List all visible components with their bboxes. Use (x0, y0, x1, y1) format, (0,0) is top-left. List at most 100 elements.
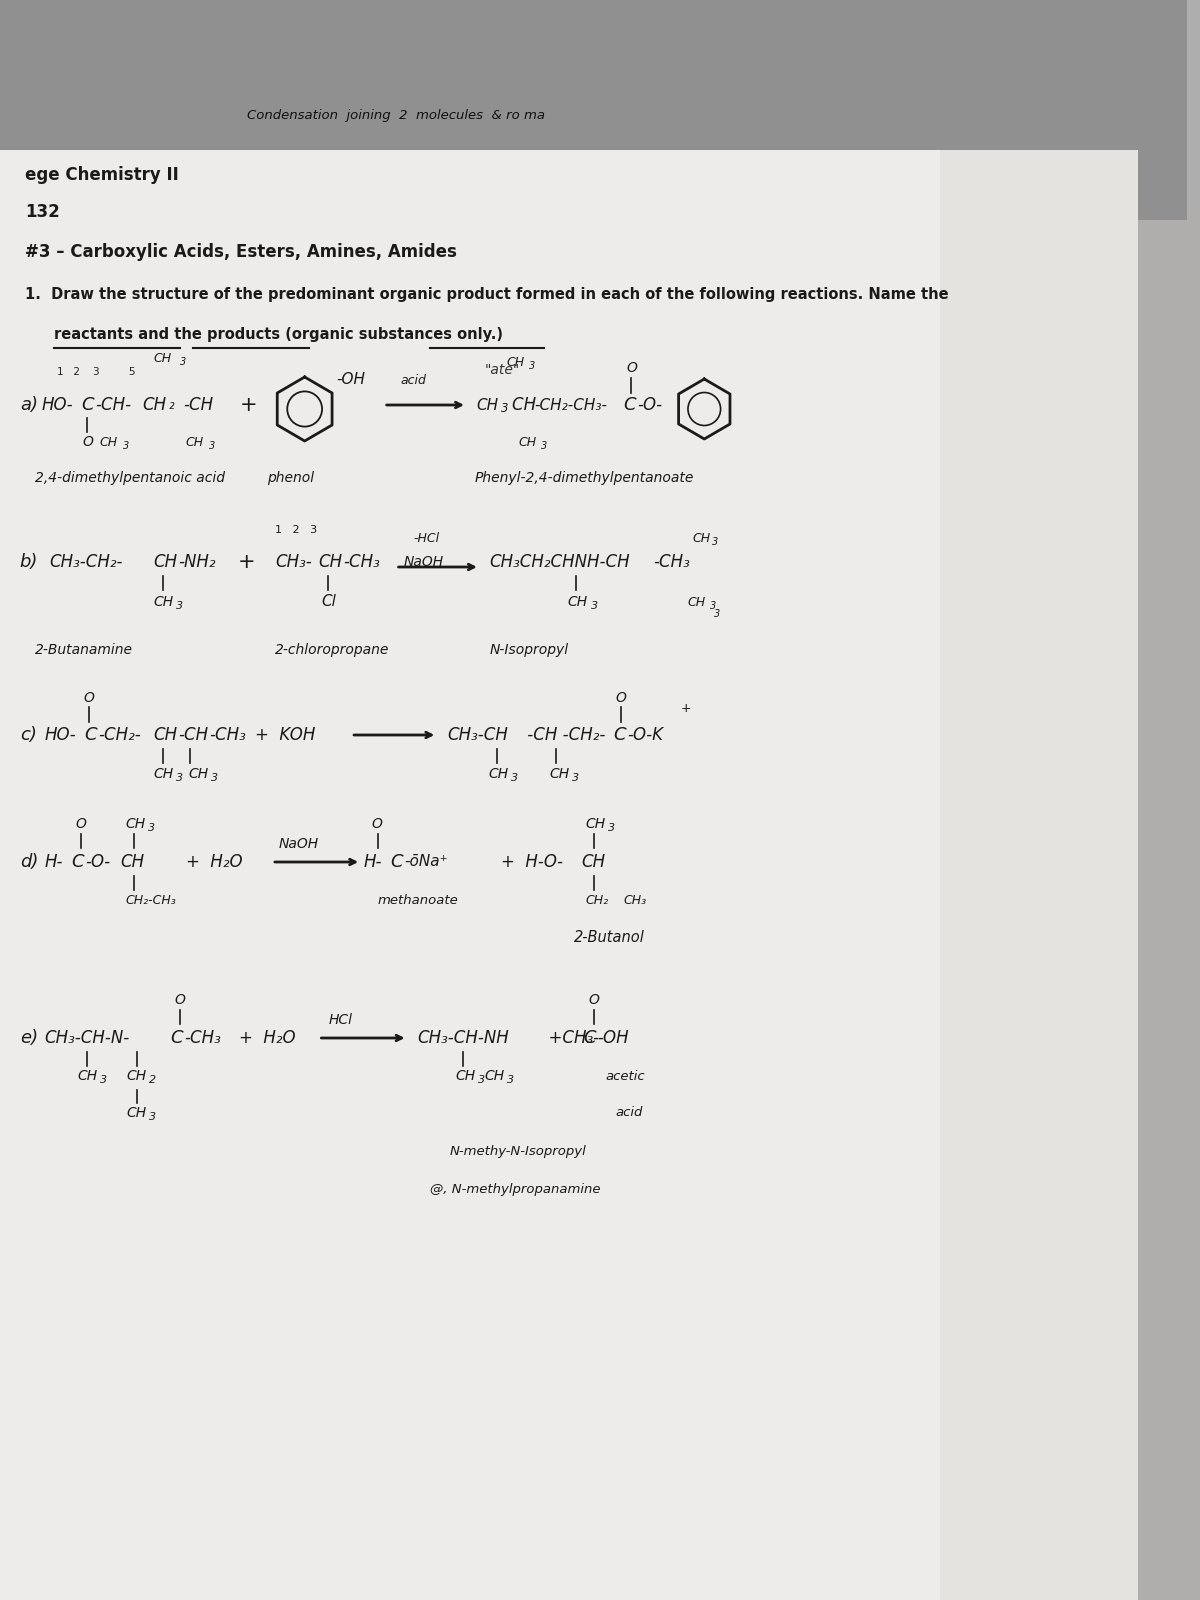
Text: -CH₃: -CH₃ (210, 726, 246, 744)
Text: 2-Butanamine: 2-Butanamine (35, 643, 133, 658)
Text: -OH: -OH (598, 1029, 629, 1046)
Text: C: C (623, 395, 636, 414)
Text: 3: 3 (209, 442, 215, 451)
Text: O: O (626, 362, 637, 374)
Text: C: C (170, 1029, 182, 1046)
Text: CH: CH (506, 355, 524, 368)
Text: 3: 3 (713, 538, 719, 547)
Text: -O-K: -O-K (628, 726, 664, 744)
Text: CH: CH (154, 595, 174, 610)
Text: 2,4-dimethylpentanoic acid: 2,4-dimethylpentanoic acid (35, 470, 224, 485)
Text: O: O (174, 994, 185, 1006)
Text: CH: CH (582, 853, 606, 870)
Text: 3: 3 (529, 362, 535, 371)
Text: CH: CH (154, 726, 178, 744)
Text: +  H₂O: + H₂O (186, 853, 242, 870)
Text: O: O (372, 818, 383, 830)
Text: methanoate: methanoate (378, 894, 458, 907)
Text: +: + (239, 395, 257, 414)
Text: acetic: acetic (605, 1069, 644, 1083)
Text: 3: 3 (149, 822, 156, 834)
Text: -CH₃: -CH₃ (184, 1029, 221, 1046)
Text: CH: CH (121, 853, 145, 870)
Text: 3: 3 (180, 357, 186, 366)
Text: 3: 3 (100, 1075, 107, 1085)
Text: CH: CH (318, 554, 343, 571)
Text: CH: CH (512, 395, 541, 414)
Text: -NH₂: -NH₂ (178, 554, 216, 571)
Text: -O-: -O- (637, 395, 662, 414)
Text: acid: acid (616, 1107, 643, 1120)
Text: O: O (616, 691, 626, 706)
Text: CH: CH (154, 352, 172, 365)
Text: CH: CH (688, 595, 706, 608)
Text: CH: CH (127, 1106, 146, 1120)
Text: CH: CH (143, 395, 167, 414)
Text: CH: CH (188, 766, 208, 781)
Text: H-: H- (44, 853, 64, 870)
Text: 3: 3 (478, 1075, 485, 1085)
Text: +: + (680, 701, 691, 715)
Text: 3: 3 (211, 773, 218, 782)
Text: +: + (238, 552, 256, 573)
Text: CH₃-CH-N-: CH₃-CH-N- (44, 1029, 130, 1046)
Text: CH: CH (692, 531, 710, 544)
Text: -CH -CH₂-: -CH -CH₂- (522, 726, 606, 744)
Text: CH: CH (548, 766, 569, 781)
Text: 3: 3 (122, 442, 128, 451)
Text: 3: 3 (176, 773, 184, 782)
Text: 132: 132 (25, 203, 60, 221)
Text: -CH₂-CH₃-: -CH₂-CH₃- (534, 397, 607, 413)
Text: C: C (82, 395, 94, 414)
Text: @, N-methylpropanamine: @, N-methylpropanamine (431, 1184, 601, 1197)
Text: CH: CH (455, 1069, 475, 1083)
Text: reactants and the products (organic substances only.): reactants and the products (organic subs… (54, 328, 504, 342)
Text: 3: 3 (511, 773, 518, 782)
Text: +  KOH: + KOH (256, 726, 316, 744)
Text: HCl: HCl (329, 1013, 353, 1027)
Text: 2: 2 (149, 1075, 156, 1085)
Text: 3: 3 (541, 442, 547, 451)
Text: CH₃-CH-NH: CH₃-CH-NH (418, 1029, 509, 1046)
Text: C: C (583, 1029, 596, 1046)
Text: O: O (588, 994, 600, 1006)
Text: 3: 3 (176, 602, 184, 611)
Text: ege Chemistry II: ege Chemistry II (25, 166, 179, 184)
Text: CH₃: CH₃ (623, 894, 647, 907)
Text: 2-Butanol: 2-Butanol (574, 931, 644, 946)
Text: CH₃CH₂CHNH-CH: CH₃CH₂CHNH-CH (490, 554, 630, 571)
Text: O: O (76, 818, 86, 830)
Bar (940, 150, 1138, 1600)
Text: CH: CH (126, 818, 145, 830)
Text: +  H-O-: + H-O- (500, 853, 563, 870)
Text: 1   2   3: 1 2 3 (275, 525, 317, 534)
Text: CH₂: CH₂ (586, 894, 608, 907)
Text: 2-chloropropane: 2-chloropropane (275, 643, 389, 658)
Text: CH: CH (77, 1069, 97, 1083)
Text: -O-: -O- (85, 853, 110, 870)
Text: -CH₂-: -CH₂- (98, 726, 140, 744)
Text: Phenyl-2,4-dimethylpentanoate: Phenyl-2,4-dimethylpentanoate (475, 470, 694, 485)
Text: "ate": "ate" (485, 363, 520, 378)
Text: -OH: -OH (336, 373, 365, 387)
Text: 3: 3 (608, 822, 616, 834)
Text: HO-: HO- (44, 726, 76, 744)
Text: N-methy-N-Isopropyl: N-methy-N-Isopropyl (450, 1146, 587, 1158)
Text: -CH₃: -CH₃ (653, 554, 690, 571)
Text: 3: 3 (590, 602, 598, 611)
Text: Condensation  joining  2  molecules  & ro ma: Condensation joining 2 molecules & ro ma (247, 109, 545, 122)
Text: d): d) (19, 853, 38, 870)
Text: CH: CH (586, 818, 606, 830)
Text: e): e) (19, 1029, 38, 1046)
Text: CH: CH (568, 595, 588, 610)
Text: CH₃-: CH₃- (275, 554, 312, 571)
Text: +  H₂O: + H₂O (239, 1029, 296, 1046)
Text: +CH₃-: +CH₃- (538, 1029, 599, 1046)
Text: CH: CH (154, 554, 178, 571)
Text: O: O (83, 691, 94, 706)
Text: C: C (391, 853, 403, 870)
Text: N-Isopropyl: N-Isopropyl (490, 643, 569, 658)
Text: H-: H- (364, 853, 383, 870)
Text: Cl: Cl (322, 595, 336, 610)
Text: b): b) (19, 554, 38, 571)
